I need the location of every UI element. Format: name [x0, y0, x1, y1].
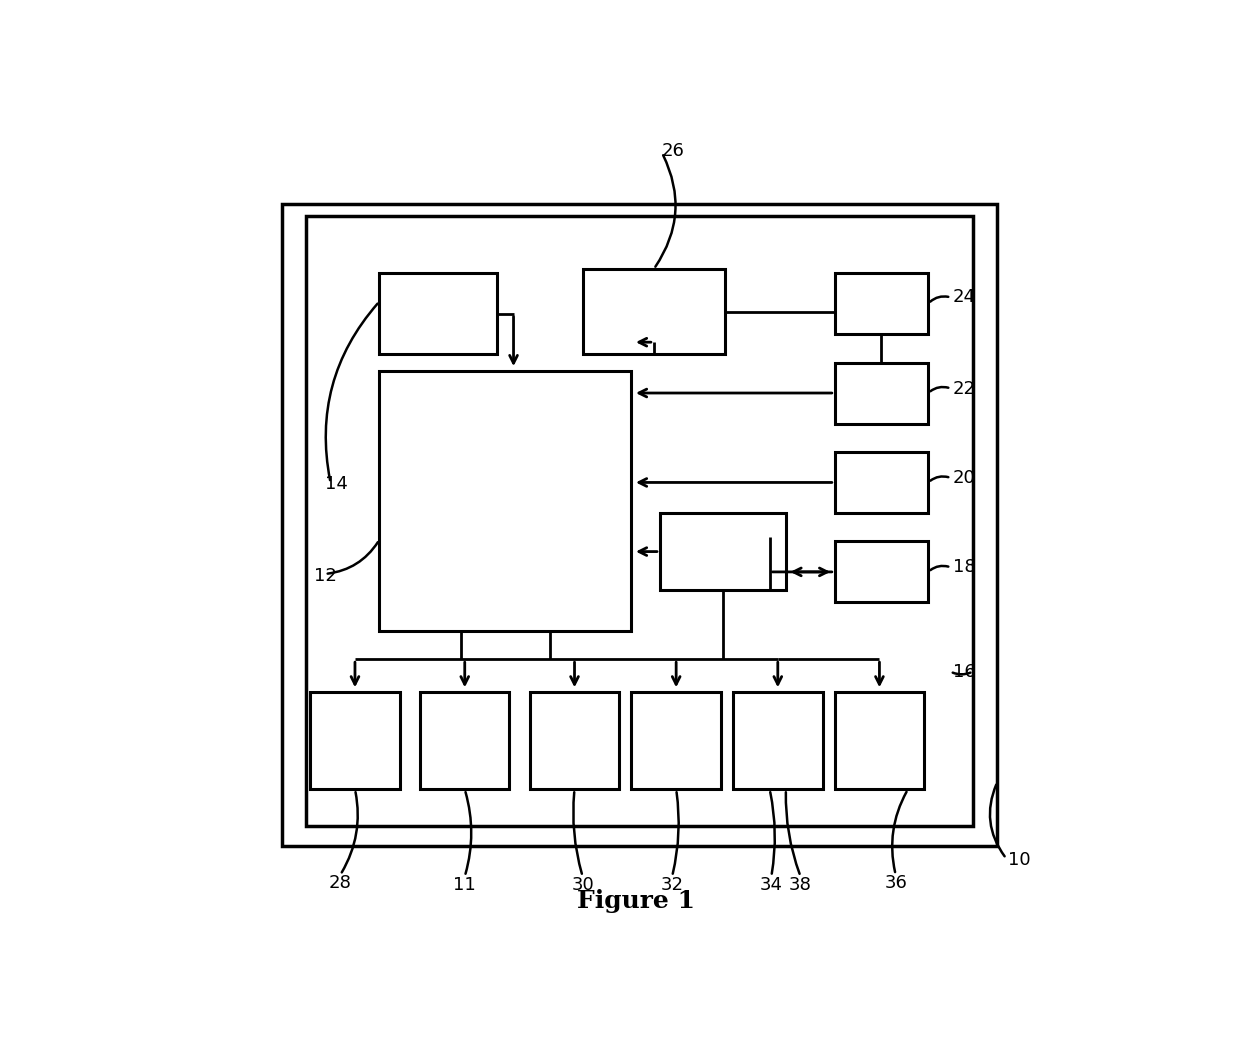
Text: Figure 1: Figure 1	[577, 889, 694, 912]
Text: 22: 22	[952, 379, 976, 397]
Bar	[583, 269, 725, 355]
FancyArrowPatch shape	[930, 386, 949, 392]
FancyArrowPatch shape	[930, 566, 949, 570]
Bar	[835, 274, 929, 334]
Bar	[281, 204, 997, 846]
FancyArrowPatch shape	[892, 792, 906, 872]
Text: 10: 10	[1008, 851, 1030, 869]
Text: 11: 11	[454, 875, 476, 893]
FancyArrowPatch shape	[930, 297, 949, 302]
Text: 16: 16	[952, 662, 976, 680]
FancyArrowPatch shape	[326, 304, 377, 480]
Bar	[835, 692, 924, 790]
FancyArrowPatch shape	[342, 792, 358, 872]
FancyArrowPatch shape	[770, 792, 775, 873]
FancyArrowPatch shape	[573, 792, 582, 873]
FancyArrowPatch shape	[930, 476, 949, 480]
Text: 12: 12	[314, 567, 337, 585]
FancyArrowPatch shape	[656, 155, 676, 267]
FancyArrowPatch shape	[952, 673, 971, 675]
Bar	[835, 362, 929, 423]
Bar	[733, 692, 822, 790]
Text: 28: 28	[329, 874, 352, 892]
FancyArrowPatch shape	[327, 542, 378, 573]
Bar	[660, 513, 786, 590]
Bar	[310, 692, 399, 790]
Text: 34: 34	[760, 875, 782, 893]
Text: 26: 26	[662, 143, 684, 161]
FancyArrowPatch shape	[990, 785, 1004, 856]
Text: 18: 18	[952, 559, 976, 577]
Text: 30: 30	[572, 875, 594, 893]
FancyArrowPatch shape	[786, 792, 800, 873]
FancyArrowPatch shape	[673, 792, 678, 873]
Text: 20: 20	[952, 469, 976, 487]
Text: 24: 24	[952, 288, 976, 306]
Bar	[835, 452, 929, 513]
Bar	[529, 692, 619, 790]
Bar	[420, 692, 510, 790]
Text: 36: 36	[884, 874, 908, 892]
Text: 14: 14	[325, 475, 347, 493]
Bar	[379, 274, 497, 355]
Text: 38: 38	[789, 875, 812, 893]
Bar	[306, 216, 973, 826]
Bar	[631, 692, 720, 790]
Bar	[379, 371, 631, 630]
Bar	[835, 542, 929, 602]
FancyArrowPatch shape	[465, 792, 471, 873]
Text: 32: 32	[661, 875, 683, 893]
